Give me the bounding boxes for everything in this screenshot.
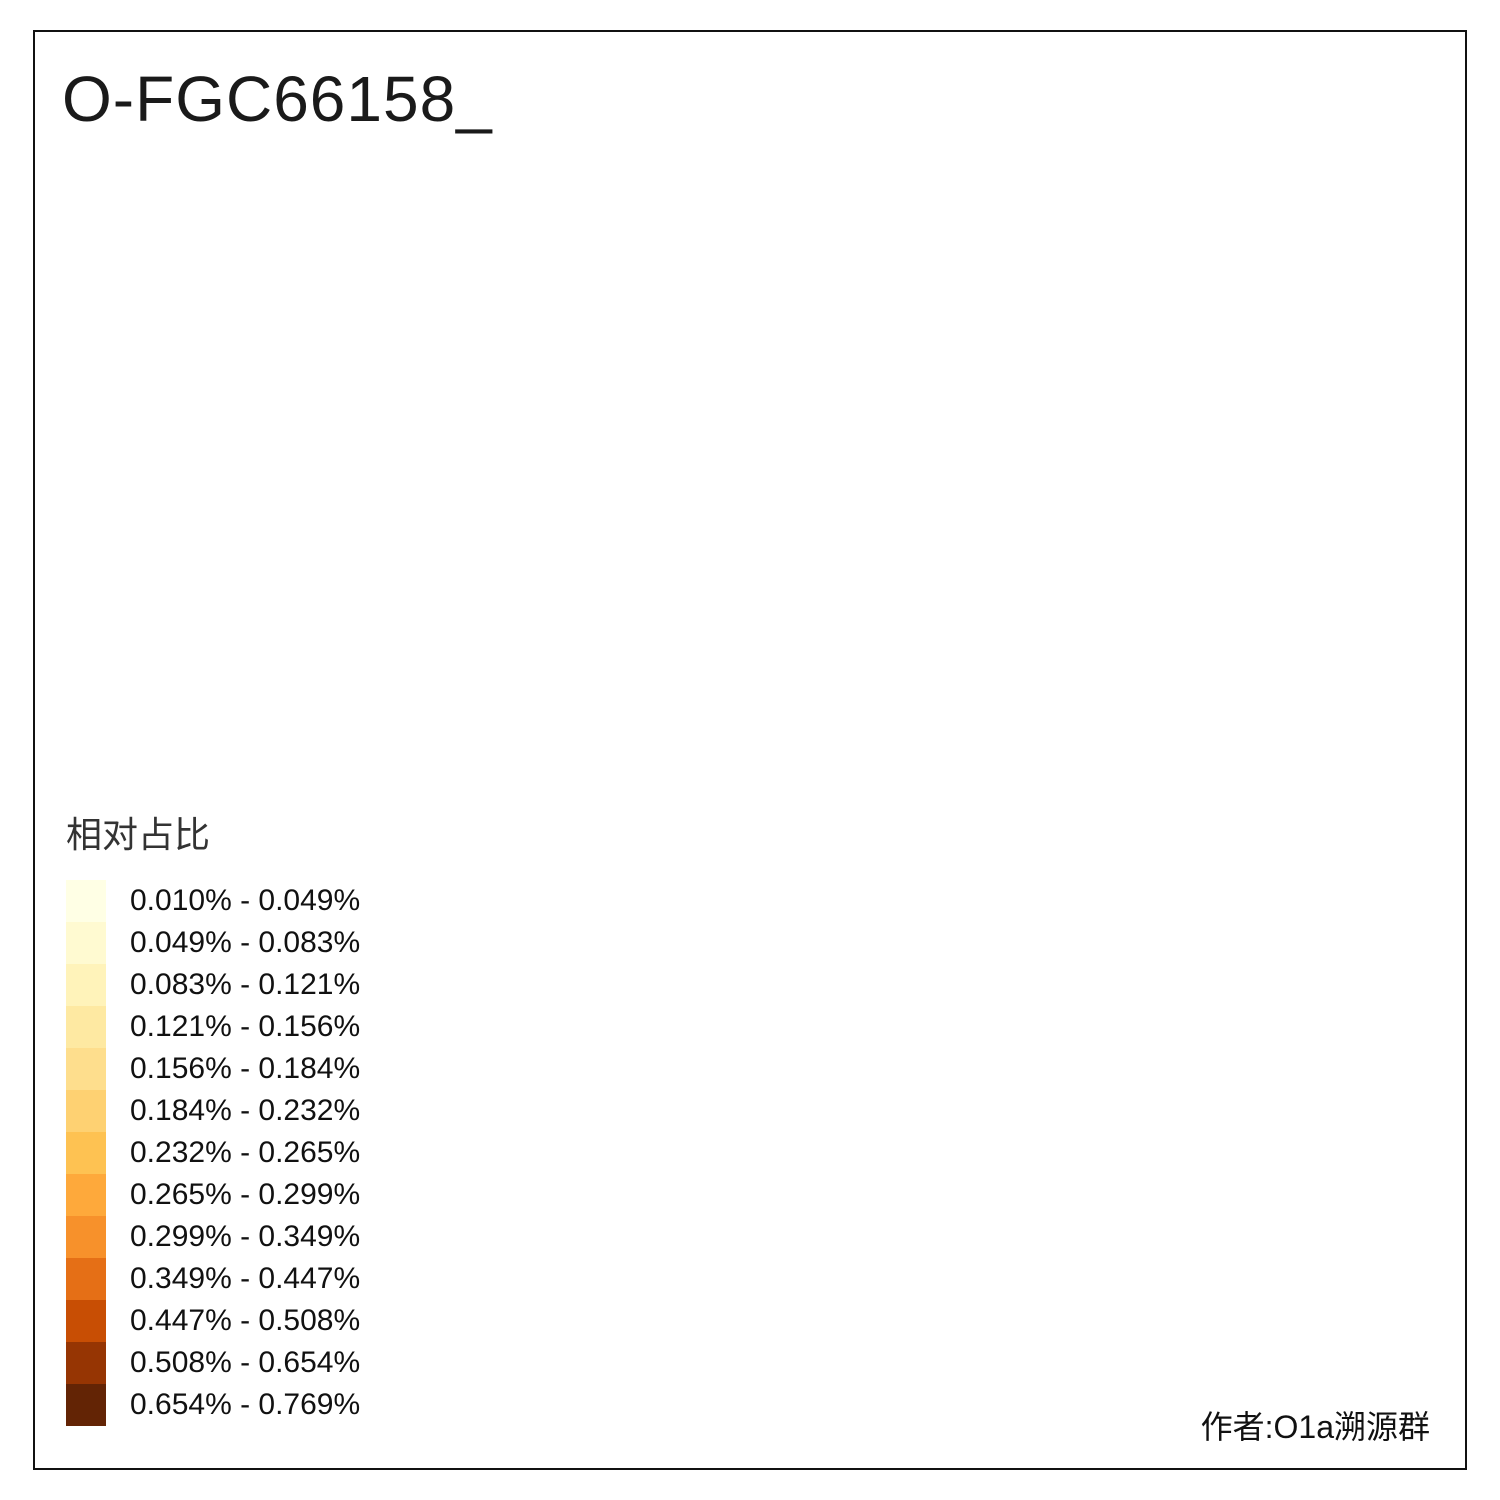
legend-label: 0.265% - 0.299% xyxy=(130,1178,361,1211)
legend-swatch xyxy=(66,880,106,922)
legend-swatch xyxy=(66,922,106,964)
legend-item: 0.654% - 0.769% xyxy=(66,1384,446,1426)
legend-label: 0.049% - 0.083% xyxy=(130,926,361,959)
legend-label: 0.184% - 0.232% xyxy=(130,1094,361,1127)
legend-swatch xyxy=(66,1300,106,1342)
legend: 相对占比 0.010% - 0.049% 0.049% - 0.083% 0.083… xyxy=(66,806,446,1426)
plot-frame xyxy=(33,30,1467,1470)
legend-swatch xyxy=(66,1216,106,1258)
legend-swatch xyxy=(66,1048,106,1090)
legend-label: 0.156% - 0.184% xyxy=(130,1052,361,1085)
legend-item: 0.265% - 0.299% xyxy=(66,1174,446,1216)
legend-label: 0.083% - 0.121% xyxy=(130,968,361,1001)
legend-item: 0.299% - 0.349% xyxy=(66,1216,446,1258)
legend-label: 0.349% - 0.447% xyxy=(130,1262,361,1295)
legend-swatch xyxy=(66,964,106,1006)
legend-label: 0.232% - 0.265% xyxy=(130,1136,361,1169)
legend-item: 0.508% - 0.654% xyxy=(66,1342,446,1384)
page-title: O-FGC66158_ xyxy=(62,63,493,135)
legend-item: 0.349% - 0.447% xyxy=(66,1258,446,1300)
legend-swatch xyxy=(66,1384,106,1426)
legend-swatch xyxy=(66,1174,106,1216)
legend-items: 0.010% - 0.049% 0.049% - 0.083% 0.083% - 0… xyxy=(66,880,446,1426)
legend-label: 0.010% - 0.049% xyxy=(130,884,361,917)
legend-title: 相对占比 xyxy=(66,814,211,855)
legend-item: 0.184% - 0.232% xyxy=(66,1090,446,1132)
legend-label: 0.654% - 0.769% xyxy=(130,1388,361,1421)
legend-item: 0.049% - 0.083% xyxy=(66,922,446,964)
legend-item: 0.083% - 0.121% xyxy=(66,964,446,1006)
legend-swatch xyxy=(66,1342,106,1384)
legend-item: 0.447% - 0.508% xyxy=(66,1300,446,1342)
attribution: 作者:O1a溯源群 xyxy=(1200,1409,1430,1445)
legend-label: 0.447% - 0.508% xyxy=(130,1304,361,1337)
legend-item: 0.121% - 0.156% xyxy=(66,1006,446,1048)
legend-item: 0.232% - 0.265% xyxy=(66,1132,446,1174)
legend-swatch xyxy=(66,1258,106,1300)
legend-swatch xyxy=(66,1090,106,1132)
legend-label: 0.508% - 0.654% xyxy=(130,1346,361,1379)
legend-label: 0.299% - 0.349% xyxy=(130,1220,361,1253)
legend-item: 0.010% - 0.049% xyxy=(66,880,446,922)
legend-swatch xyxy=(66,1006,106,1048)
legend-swatch xyxy=(66,1132,106,1174)
legend-label: 0.121% - 0.156% xyxy=(130,1010,361,1043)
legend-item: 0.156% - 0.184% xyxy=(66,1048,446,1090)
